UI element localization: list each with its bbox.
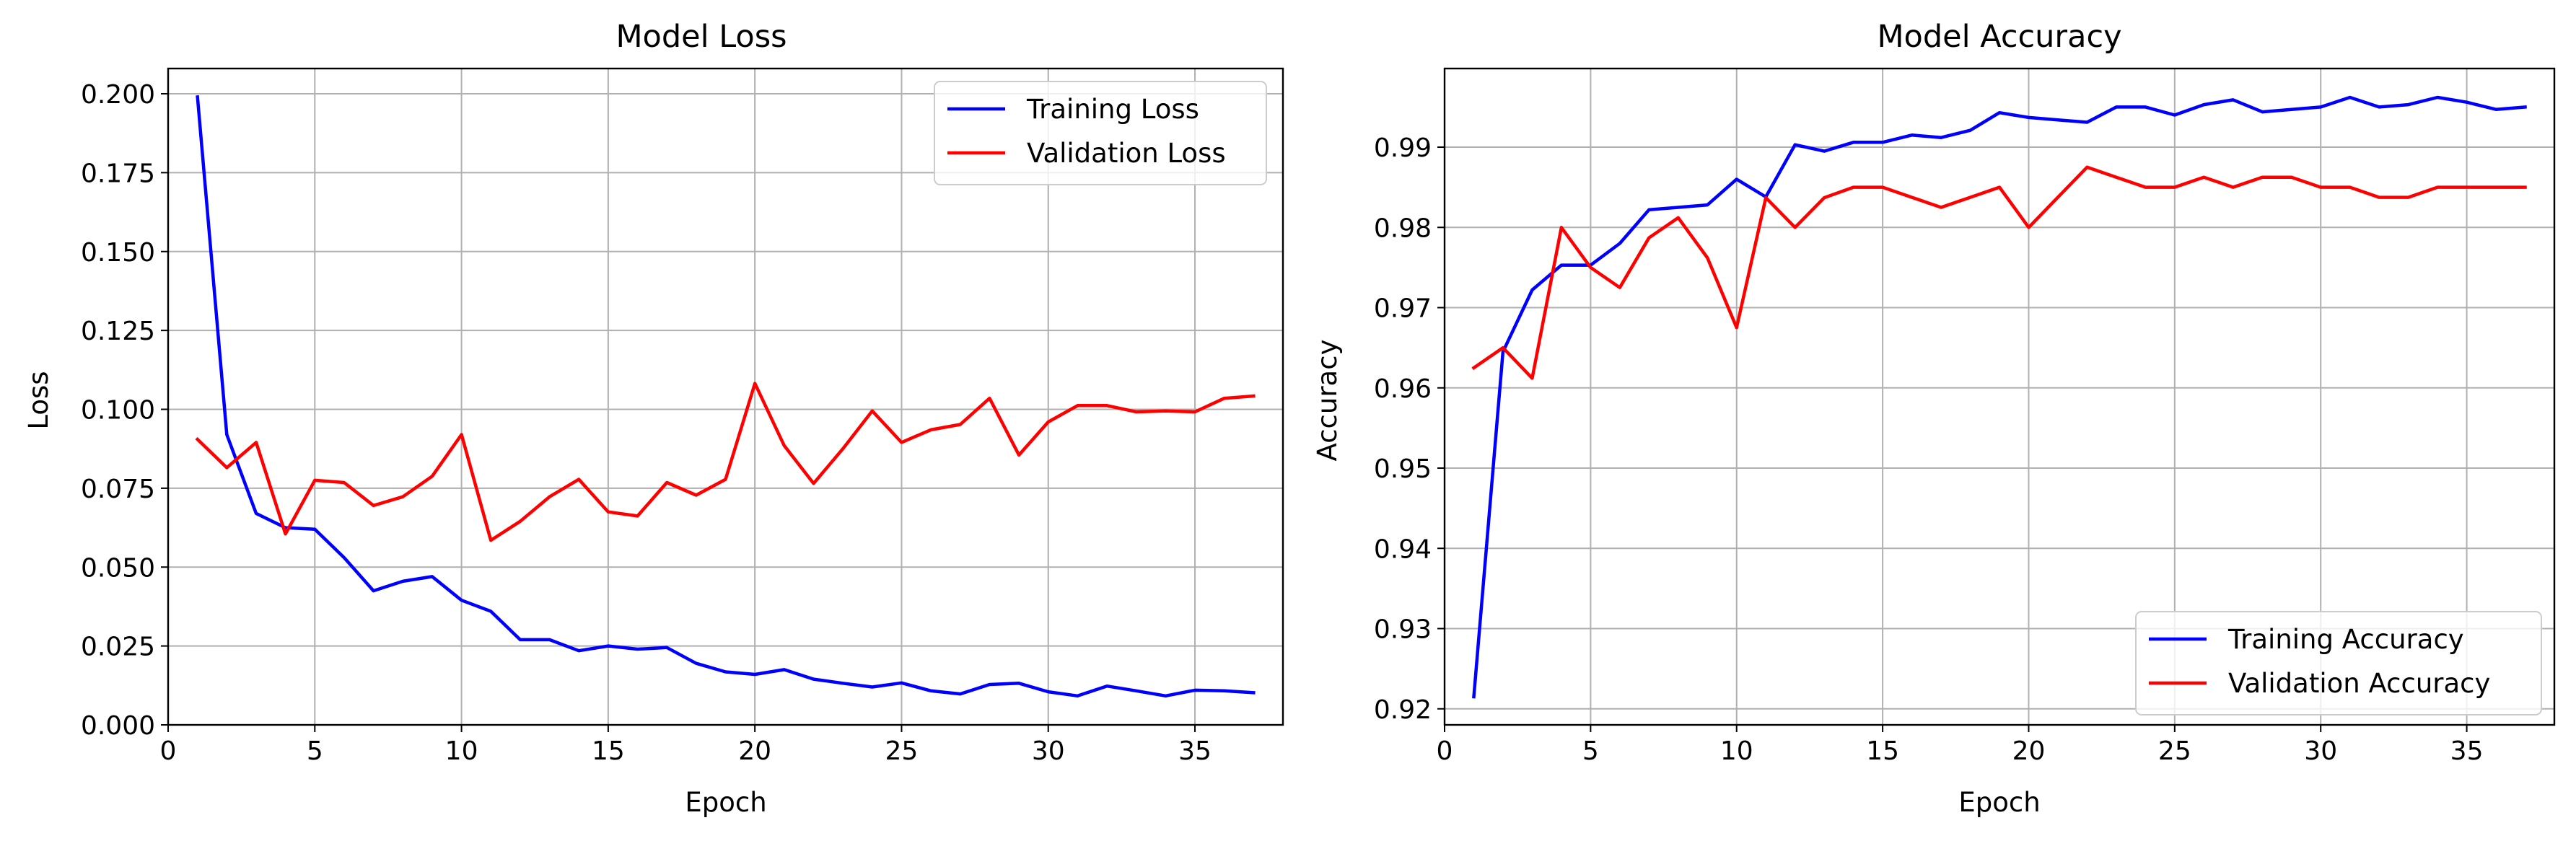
loss-y-tick-label: 0.175	[81, 159, 155, 188]
loss-y-tick-label: 0.075	[81, 475, 155, 504]
series-line-training-loss	[196, 94, 1256, 698]
loss-legend-box	[934, 81, 1267, 185]
accuracy-y-tick-label: 0.96	[1374, 374, 1432, 404]
loss-x-ticks: 0 5 10 15 20 25 30 35	[160, 725, 1212, 766]
accuracy-chart: 0 5 10 15 20 25 30 35 0.920.930.940.950.960.970…	[1312, 19, 2556, 818]
accuracy-chart-title: Model Accuracy	[1877, 19, 2121, 55]
loss-y-tick-label: 0.200	[81, 80, 155, 110]
accuracy-y-axis-label: Accuracy	[1312, 340, 1343, 462]
accuracy-y-tick-label: 0.92	[1374, 695, 1432, 725]
accuracy-x-axis-label: Epoch	[1958, 787, 2040, 818]
accuracy-legend: Training Accuracy Validation Accuracy	[2135, 611, 2542, 715]
loss-chart: 0 5 10 15 20 25 30 35 0.000 0.025 0.050 0.075 0.100…	[23, 19, 1284, 818]
loss-x-tick-label: 35	[1178, 736, 1212, 766]
legend-label-training-loss: Training Loss	[1026, 94, 1199, 125]
loss-x-tick-label: 5	[307, 736, 323, 766]
loss-y-tick-label: 0.150	[81, 238, 155, 268]
loss-y-tick-label: 0.025	[81, 633, 155, 662]
loss-y-tick-label: 0.050	[81, 553, 155, 583]
accuracy-x-ticks: 0 5 10 15 20 25 30 35	[1437, 725, 2484, 766]
loss-y-tick-label: 0.125	[81, 317, 155, 346]
accuracy-legend-box	[2135, 611, 2542, 715]
loss-series-layer	[195, 94, 1256, 698]
loss-x-tick-label: 15	[592, 736, 625, 766]
loss-chart-title: Model Loss	[615, 19, 787, 55]
loss-plot-frame	[167, 67, 1284, 726]
accuracy-x-tick-label: 20	[2012, 736, 2046, 766]
accuracy-y-tick-label: 0.97	[1374, 294, 1432, 324]
loss-y-axis-label: Loss	[23, 371, 54, 429]
accuracy-x-tick-label: 5	[1582, 736, 1599, 766]
accuracy-y-tick-label: 0.99	[1374, 133, 1432, 163]
accuracy-y-tick-label: 0.93	[1374, 615, 1432, 645]
loss-y-ticks: 0.000 0.025 0.050 0.075 0.100 0.125 0.150 0.175…	[81, 80, 168, 741]
legend-label-validation-loss: Validation Loss	[1027, 138, 1226, 169]
series-line-training-accuracy	[1472, 95, 2527, 699]
series-line-validation-loss	[195, 382, 1256, 542]
loss-x-axis-label: Epoch	[685, 787, 766, 818]
legend-label-validation-accuracy: Validation Accuracy	[2228, 668, 2490, 699]
loss-x-tick-label: 20	[738, 736, 771, 766]
accuracy-plot-frame	[1443, 67, 2556, 726]
series-line-validation-accuracy	[1471, 165, 2527, 380]
accuracy-y-tick-label: 0.98	[1374, 213, 1432, 243]
loss-y-tick-label: 0.100	[81, 396, 155, 426]
accuracy-x-tick-label: 35	[2450, 736, 2484, 766]
accuracy-x-tick-label: 30	[2304, 736, 2337, 766]
accuracy-y-ticks: 0.92 0.93 0.94 0.95 0.96 0.97 0.98 0.99	[1374, 133, 1445, 725]
loss-x-tick-label: 25	[885, 736, 919, 766]
loss-x-tick-label: 30	[1032, 736, 1065, 766]
loss-y-tick-label: 0.000	[81, 711, 155, 741]
accuracy-x-tick-label: 0	[1437, 736, 1453, 766]
loss-legend: Training Loss Validation Loss	[934, 81, 1267, 185]
accuracy-x-tick-label: 15	[1866, 736, 1899, 766]
accuracy-x-tick-label: 10	[1720, 736, 1753, 766]
accuracy-series-layer	[1471, 95, 2527, 699]
loss-x-tick-label: 10	[445, 736, 478, 766]
accuracy-x-tick-label: 25	[2158, 736, 2191, 766]
legend-label-training-accuracy: Training Accuracy	[2227, 624, 2464, 655]
loss-x-tick-label: 0	[160, 736, 177, 766]
accuracy-y-tick-label: 0.94	[1374, 534, 1432, 564]
accuracy-y-tick-label: 0.95	[1374, 454, 1432, 484]
